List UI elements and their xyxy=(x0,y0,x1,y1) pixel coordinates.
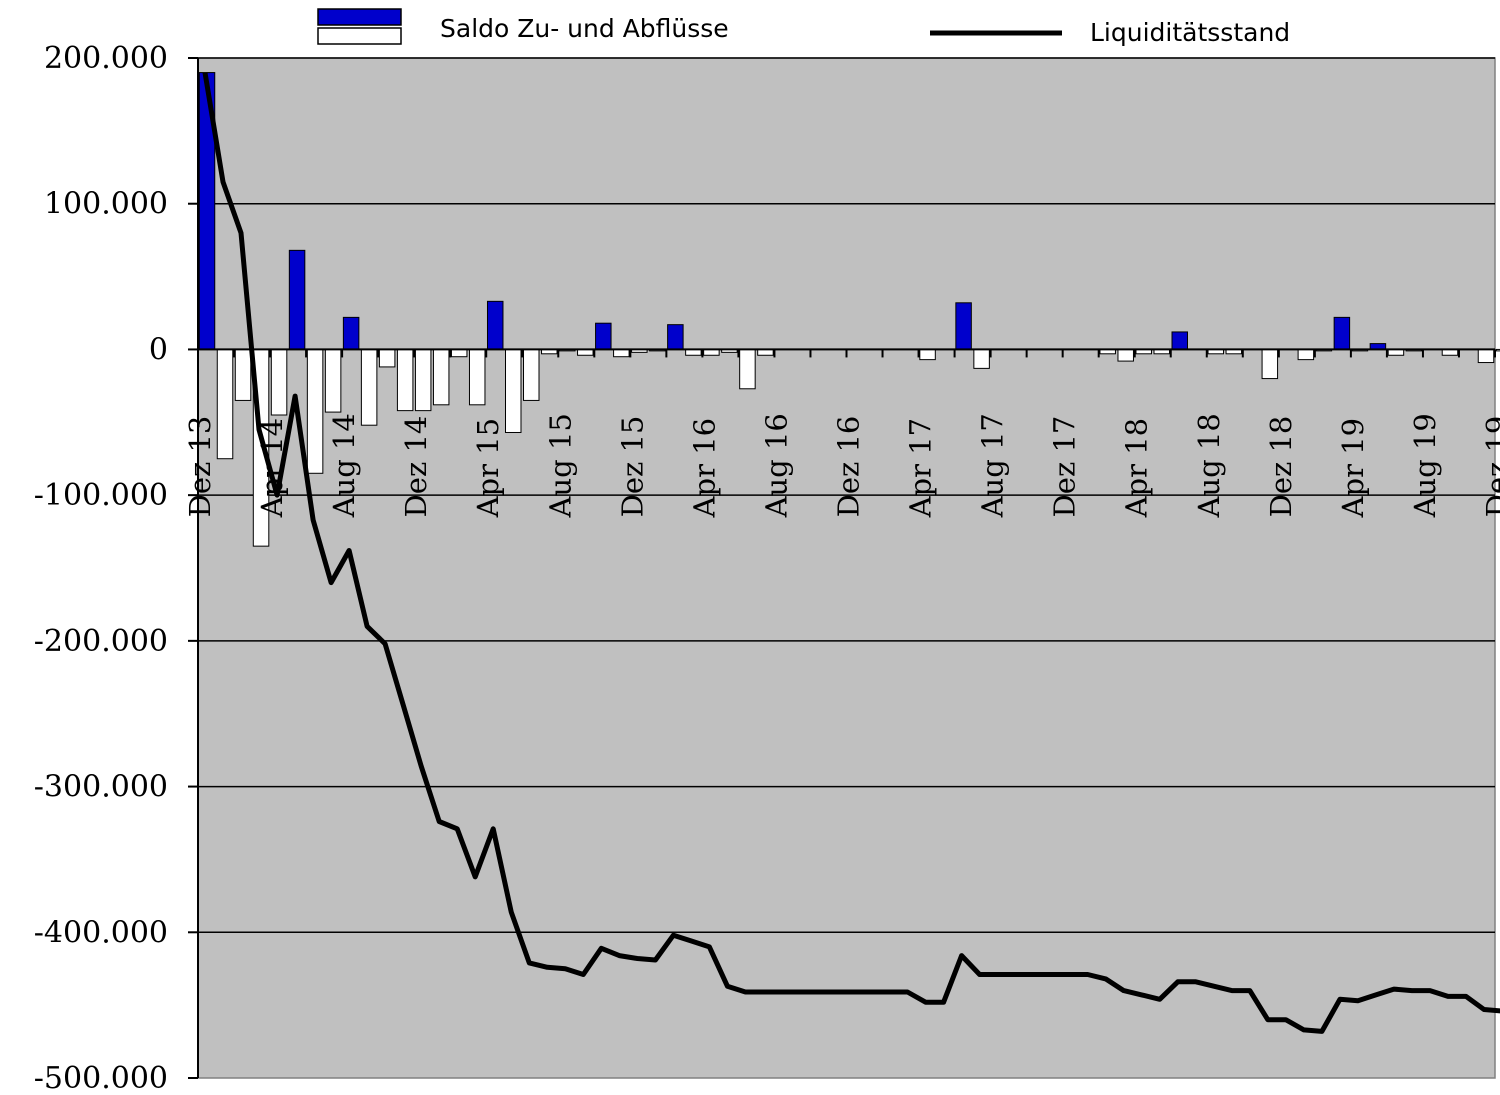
bar xyxy=(396,348,414,412)
x-axis-labels: Dez 13 Apr 14 Aug 14 Dez 14 Apr 15 Aug 15 Dez … xyxy=(183,413,1500,518)
bar xyxy=(288,249,306,350)
bar xyxy=(270,348,288,416)
x-tick-label: Dez 18 xyxy=(1264,416,1298,518)
bar xyxy=(1171,331,1189,350)
y-tick-label: -200.000 xyxy=(34,624,168,659)
bar xyxy=(1477,348,1495,364)
bar xyxy=(486,300,504,350)
y-axis-ticks: 200.000 100.000 0 -100.000 -200.000 -300.000 -… xyxy=(34,41,198,1095)
x-tick-label: Apr 19 xyxy=(1336,418,1370,519)
bar xyxy=(378,348,396,368)
x-axis-ticks xyxy=(197,349,1496,358)
bar xyxy=(973,348,990,369)
bar xyxy=(468,348,486,406)
bar xyxy=(342,316,360,350)
bar xyxy=(667,324,684,350)
x-tick-label: Aug 19 xyxy=(1408,413,1442,518)
y-tick-label: -500.000 xyxy=(34,1061,168,1095)
x-tick-label: Apr 17 xyxy=(904,418,938,519)
legend-label-saldo: Saldo Zu- und Abflüsse xyxy=(440,14,729,43)
bar xyxy=(324,348,342,413)
bar xyxy=(504,348,522,433)
x-tick-label: Dez 13 xyxy=(183,416,217,518)
x-tick-label: Apr 15 xyxy=(471,418,505,519)
bar xyxy=(955,302,972,350)
bar xyxy=(306,348,324,474)
y-tick-label: -300.000 xyxy=(34,770,168,805)
legend-swatch-negative xyxy=(317,27,402,45)
plot-area xyxy=(197,57,1496,1079)
x-tick-label: Aug 16 xyxy=(759,413,793,518)
legend: Saldo Zu- und Abflüsse Liquiditätsstand xyxy=(317,8,1290,47)
bar xyxy=(595,322,612,350)
y-tick-label: -100.000 xyxy=(34,478,168,513)
x-tick-label: Dez 19 xyxy=(1480,416,1500,518)
bar xyxy=(1117,348,1134,362)
y-tick-label: -400.000 xyxy=(34,915,168,950)
bar xyxy=(360,348,378,426)
x-tick-label: Apr 16 xyxy=(687,418,721,519)
bar xyxy=(234,348,252,401)
bar xyxy=(414,348,432,412)
bar xyxy=(919,348,936,361)
bar xyxy=(1261,348,1279,380)
x-tick-label: Dez 14 xyxy=(399,416,433,518)
x-tick-label: Aug 15 xyxy=(543,413,577,518)
legend-swatch-positive xyxy=(317,8,402,26)
y-tick-label: 200.000 xyxy=(44,41,168,76)
bar xyxy=(523,348,540,401)
x-tick-label: Dez 16 xyxy=(832,416,866,518)
legend-label-liquiditaetsstand: Liquiditätsstand xyxy=(1090,18,1290,47)
x-tick-label: Aug 14 xyxy=(327,413,361,518)
x-tick-label: Dez 17 xyxy=(1048,416,1082,518)
bar xyxy=(432,348,450,406)
x-tick-label: Aug 17 xyxy=(976,413,1010,518)
y-tick-label: 0 xyxy=(149,332,168,367)
x-tick-label: Aug 18 xyxy=(1192,413,1226,518)
line-series-liquiditaetsstand xyxy=(202,72,1500,1034)
bar xyxy=(450,348,468,358)
y-tick-label: 100.000 xyxy=(44,187,168,222)
bar xyxy=(1297,348,1315,361)
x-tick-label: Apr 18 xyxy=(1120,418,1154,519)
bar xyxy=(613,348,630,358)
x-tick-label: Dez 15 xyxy=(615,416,649,518)
bar xyxy=(1333,316,1351,350)
x-tick-label: Apr 14 xyxy=(255,418,289,519)
bar xyxy=(216,348,234,460)
bar xyxy=(1495,348,1500,352)
bar xyxy=(739,348,756,390)
